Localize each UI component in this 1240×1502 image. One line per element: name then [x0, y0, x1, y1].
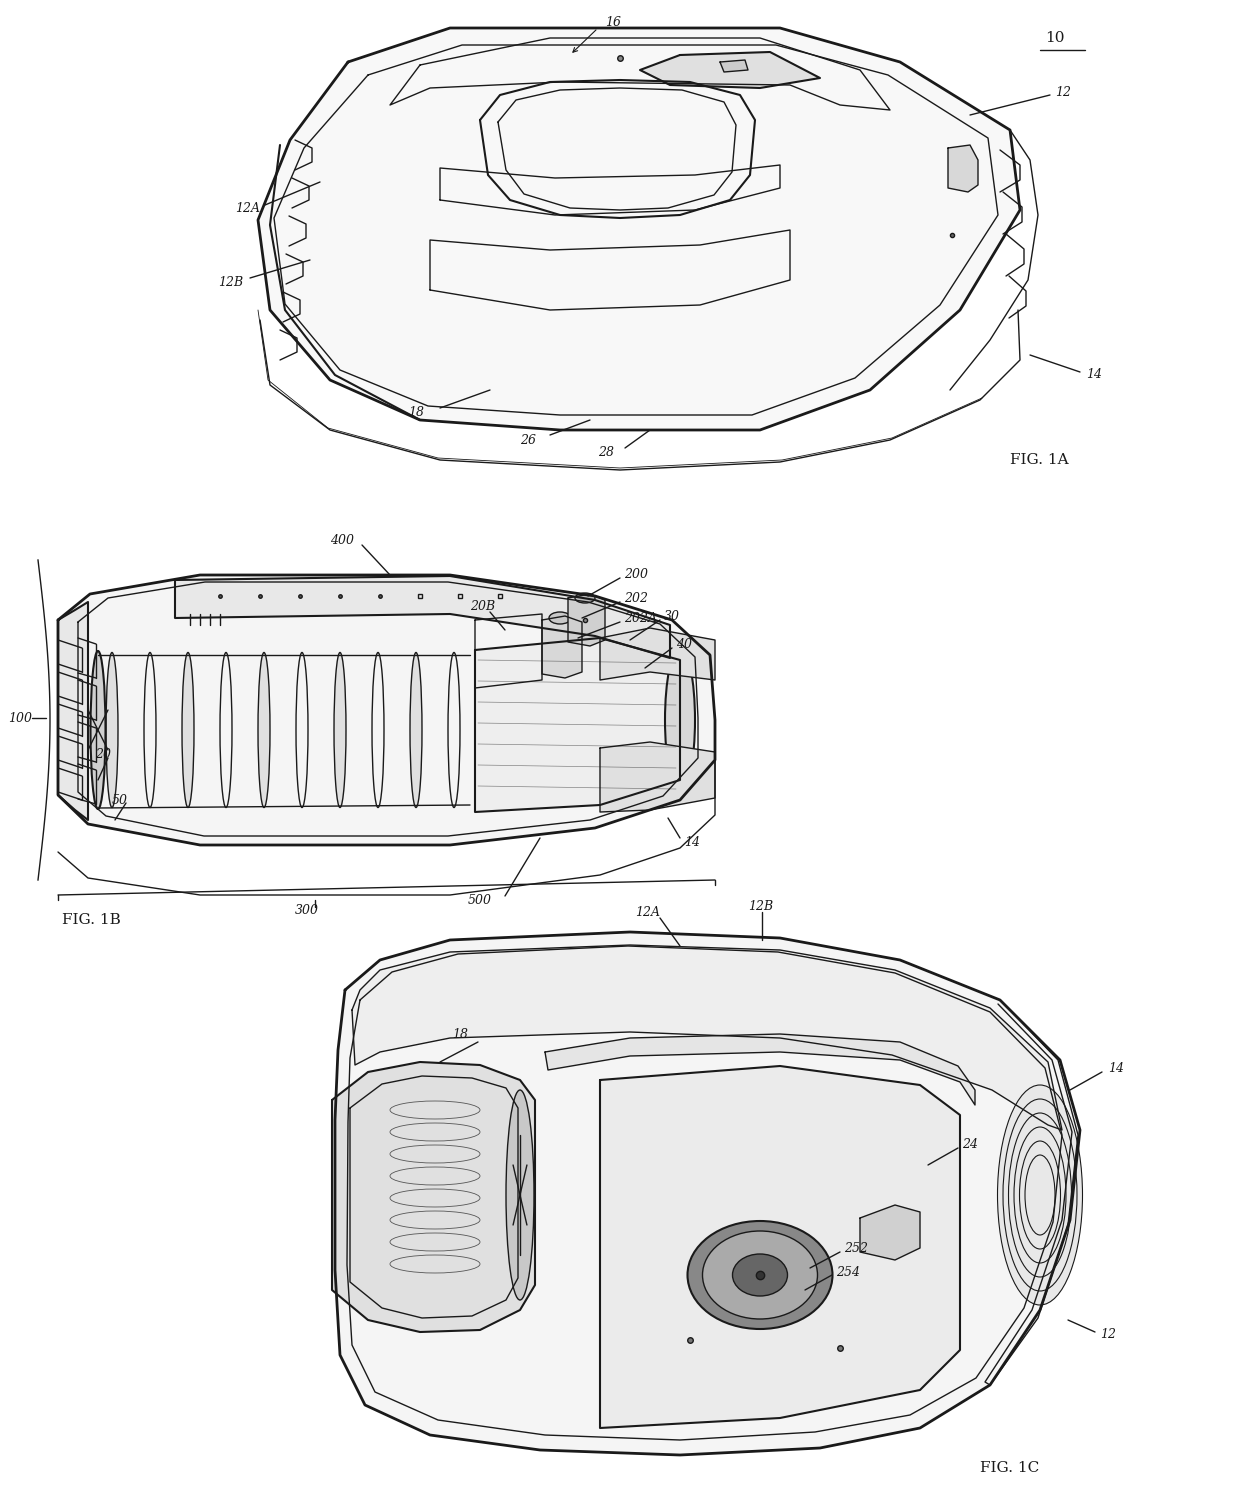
Text: 500: 500 [467, 894, 492, 907]
Ellipse shape [549, 611, 570, 623]
Text: 28: 28 [598, 446, 614, 460]
Ellipse shape [410, 652, 422, 808]
Ellipse shape [997, 1084, 1083, 1305]
Text: 24: 24 [962, 1137, 978, 1151]
Polygon shape [58, 602, 88, 820]
Ellipse shape [258, 652, 270, 808]
Polygon shape [640, 53, 820, 89]
Text: 16: 16 [605, 15, 621, 29]
Ellipse shape [733, 1254, 787, 1296]
Text: 12: 12 [1100, 1328, 1116, 1341]
Text: 12A: 12A [236, 201, 260, 215]
Text: 12: 12 [1055, 86, 1071, 99]
Text: 20: 20 [95, 748, 112, 762]
Polygon shape [335, 933, 1080, 1455]
Polygon shape [949, 146, 978, 192]
Text: 14: 14 [1109, 1062, 1123, 1074]
Polygon shape [600, 742, 715, 813]
Text: FIG. 1B: FIG. 1B [62, 913, 120, 927]
Text: FIG. 1C: FIG. 1C [980, 1461, 1039, 1475]
Polygon shape [568, 593, 605, 646]
Polygon shape [600, 628, 715, 680]
Polygon shape [332, 1062, 534, 1332]
Text: 20B: 20B [470, 601, 495, 613]
Text: 18: 18 [453, 1029, 467, 1041]
Polygon shape [720, 60, 748, 72]
Text: 14: 14 [1086, 368, 1102, 382]
Text: 202: 202 [624, 592, 649, 604]
Text: 254: 254 [836, 1266, 861, 1278]
Ellipse shape [334, 652, 346, 808]
Ellipse shape [91, 650, 105, 810]
Text: 202A: 202A [624, 613, 657, 625]
Polygon shape [542, 616, 582, 677]
Text: 12B: 12B [218, 275, 243, 288]
Text: 12B: 12B [748, 900, 773, 913]
Ellipse shape [575, 593, 595, 602]
Text: 300: 300 [295, 904, 319, 916]
Text: 100: 100 [7, 712, 32, 724]
Text: 50: 50 [112, 793, 128, 807]
Text: 400: 400 [330, 533, 353, 547]
Ellipse shape [506, 1090, 534, 1301]
Polygon shape [175, 575, 670, 658]
Text: 18: 18 [408, 407, 424, 419]
Ellipse shape [182, 652, 193, 808]
Text: 30: 30 [663, 610, 680, 623]
Polygon shape [600, 1066, 960, 1428]
Polygon shape [258, 29, 1021, 430]
Text: 10: 10 [1045, 32, 1064, 45]
Ellipse shape [687, 1221, 832, 1329]
Text: FIG. 1A: FIG. 1A [1011, 454, 1069, 467]
Text: 14: 14 [684, 835, 701, 849]
Text: 200: 200 [624, 568, 649, 581]
Polygon shape [475, 638, 680, 813]
Polygon shape [352, 945, 1061, 1130]
Text: 26: 26 [520, 434, 536, 446]
Polygon shape [546, 1033, 975, 1105]
Ellipse shape [703, 1232, 817, 1319]
Polygon shape [861, 1205, 920, 1260]
Ellipse shape [665, 647, 694, 793]
Polygon shape [58, 575, 715, 846]
Text: 252: 252 [844, 1242, 868, 1254]
Text: 12A: 12A [635, 906, 660, 919]
Text: 40: 40 [676, 638, 692, 652]
Ellipse shape [105, 652, 118, 808]
